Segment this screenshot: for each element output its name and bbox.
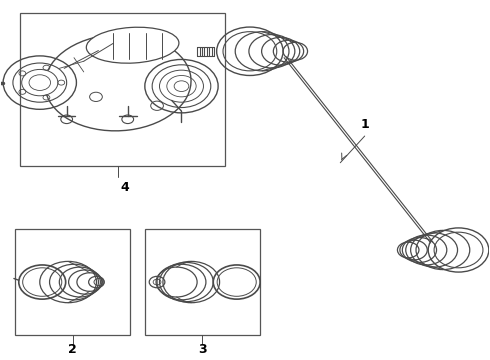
- Bar: [15, 229, 130, 336]
- Text: 1: 1: [360, 118, 369, 131]
- Ellipse shape: [45, 34, 191, 131]
- Text: 4: 4: [121, 181, 130, 194]
- Bar: [20, 13, 225, 166]
- Text: 3: 3: [198, 343, 207, 356]
- Text: 2: 2: [68, 343, 77, 356]
- Circle shape: [22, 69, 58, 96]
- Bar: [145, 229, 260, 336]
- Ellipse shape: [86, 27, 179, 63]
